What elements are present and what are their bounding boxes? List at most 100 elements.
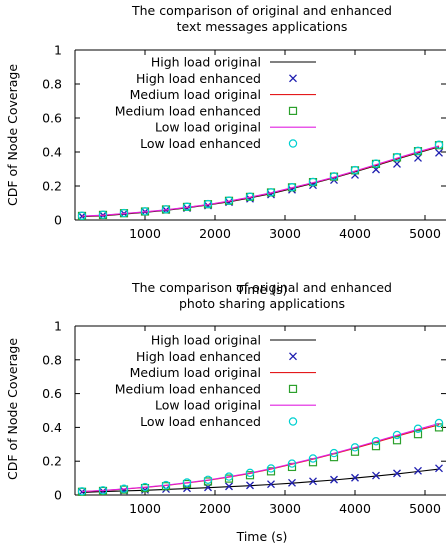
y-tick-label: 0.2 [42,454,62,469]
legend-label: Medium load enhanced [115,381,261,396]
x-tick-label: 2000 [199,501,231,516]
data-point [245,468,255,478]
data-point [414,466,422,475]
data-point [414,153,422,162]
data-point [329,172,339,181]
series-line [81,145,440,217]
y-tick-label: 0.6 [42,111,62,126]
data-point [287,182,297,192]
legend-label: Low load enhanced [140,136,261,151]
marker-stroke [435,148,443,157]
data-point [203,199,213,209]
data-point [267,480,275,489]
y-tick-label: 1 [54,319,62,334]
x-axis-label: Time (s) [236,529,288,544]
y-axis-label: CDF of Node Coverage [5,338,20,480]
marker-stroke [414,466,422,475]
data-point [119,484,129,493]
data-point [392,152,402,162]
legend-marker-swatch [288,384,298,393]
data-point [413,424,423,433]
marker-stroke [288,478,296,487]
chart-subtitle: text messages applications [177,19,348,34]
data-point [435,464,443,473]
data-point [224,472,234,481]
data-point [392,430,402,440]
data-point [77,487,87,496]
x-tick-label: 4000 [339,501,371,516]
x-tick-label: 4000 [339,226,371,241]
data-point [266,188,276,197]
data-point [246,481,254,490]
chart-subtitle: photo sharing applications [179,296,345,311]
data-point [308,454,318,463]
series-medium-load-enhanced [77,141,444,221]
data-point [371,159,381,168]
series-high-load-original [81,468,440,494]
data-point [98,210,108,219]
y-tick-label: 0.2 [42,179,62,194]
x-tick-label: 3000 [269,501,301,516]
data-point [288,478,296,487]
data-point [330,475,338,484]
marker-stroke [351,473,359,482]
legend-label: Low load enhanced [140,414,261,429]
legend-marker-swatch [288,139,298,148]
y-tick-label: 0 [54,213,62,228]
data-point [309,477,317,486]
data-point [434,140,444,149]
x-tick-label: 2000 [199,226,231,241]
data-point [119,208,129,218]
data-point [161,480,171,490]
data-point [371,442,381,451]
data-point [98,486,108,495]
data-point [434,418,444,428]
y-tick-label: 0.6 [42,386,62,401]
data-point [393,469,401,478]
data-point [413,430,423,439]
x-tick-label: 5000 [409,501,441,516]
data-point [329,448,339,458]
legend-label: High load enhanced [136,71,261,86]
data-point [308,177,318,187]
marker-stroke [372,471,380,480]
data-point [350,447,360,456]
marker-stroke [267,480,275,489]
series-medium-load-original [81,424,440,493]
series-line [81,468,440,494]
y-tick-label: 0.4 [42,420,62,435]
marker-stroke [246,481,254,490]
marker-stroke [393,159,401,168]
marker-stroke [225,482,233,491]
series-low-load-original [81,422,440,493]
data-point [392,436,402,445]
data-point [245,192,255,201]
series-low-load-enhanced [77,418,444,496]
marker-stroke [393,469,401,478]
y-tick-label: 0.8 [42,77,62,92]
series-low-load-original [81,145,440,217]
legend-label: Medium load original [130,365,261,380]
data-point [413,146,423,156]
series-medium-load-original [81,145,440,217]
data-point [393,159,401,168]
series-line [81,146,440,218]
data-point [77,211,87,220]
data-point [140,207,150,216]
marker-stroke [289,352,297,361]
x-tick-label: 1000 [129,226,161,241]
marker-stroke [309,477,317,486]
data-point [351,473,359,482]
series-line [81,145,440,217]
data-point [266,464,276,473]
marker-stroke [435,464,443,473]
chart-title: The comparison of original and enhanced [131,3,392,18]
x-axis-label: Time (s) [236,282,288,297]
y-tick-label: 0.8 [42,352,62,367]
data-point [350,443,360,452]
data-point [182,202,192,211]
data-point [350,165,360,175]
data-point [266,467,276,476]
data-point [371,437,381,446]
